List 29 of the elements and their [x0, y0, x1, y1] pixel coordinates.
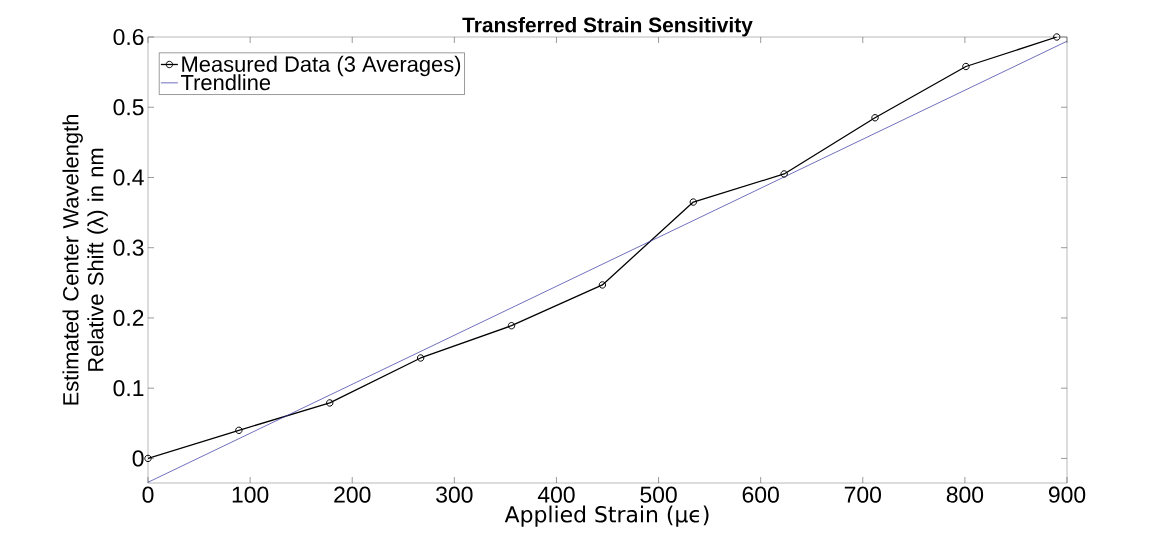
x-tick-label: 800 — [946, 486, 984, 503]
x-tick-label: 900 — [1048, 486, 1086, 503]
y-tick-label: 0.2 — [113, 309, 144, 327]
y-tick-label: 0.5 — [113, 99, 144, 116]
y-tick-label: 0.4 — [113, 169, 144, 186]
x-tick-label: 100 — [232, 486, 269, 503]
point — [689, 198, 697, 206]
point — [235, 426, 243, 435]
x-tick-label: 400 — [537, 486, 575, 503]
x-tick-label: 600 — [742, 486, 779, 503]
y-axis-title: Estimated Center Wavelength Relative Shift (λ) in nm — [62, 115, 108, 405]
x-tick-label: 200 — [334, 486, 371, 503]
y-tick-label: 0.6 — [113, 28, 144, 46]
point — [144, 454, 152, 463]
x-axis-title: Applied Strain (μϵ) — [504, 505, 709, 527]
x-tick-label: 300 — [436, 486, 473, 503]
point — [871, 114, 879, 122]
y-tick-label: 0 — [132, 450, 144, 467]
point — [598, 281, 607, 289]
y-tick-label: 0.3 — [113, 239, 144, 256]
point — [780, 170, 788, 178]
point — [326, 399, 334, 407]
chart-title: Transferred Strain Sensitivity — [462, 17, 753, 37]
x-tick-label: 700 — [844, 486, 882, 503]
point — [416, 354, 425, 362]
y-tick-label: 0.1 — [113, 380, 144, 397]
point — [507, 321, 516, 330]
x-tick-label: 500 — [640, 486, 677, 503]
point — [962, 62, 970, 71]
